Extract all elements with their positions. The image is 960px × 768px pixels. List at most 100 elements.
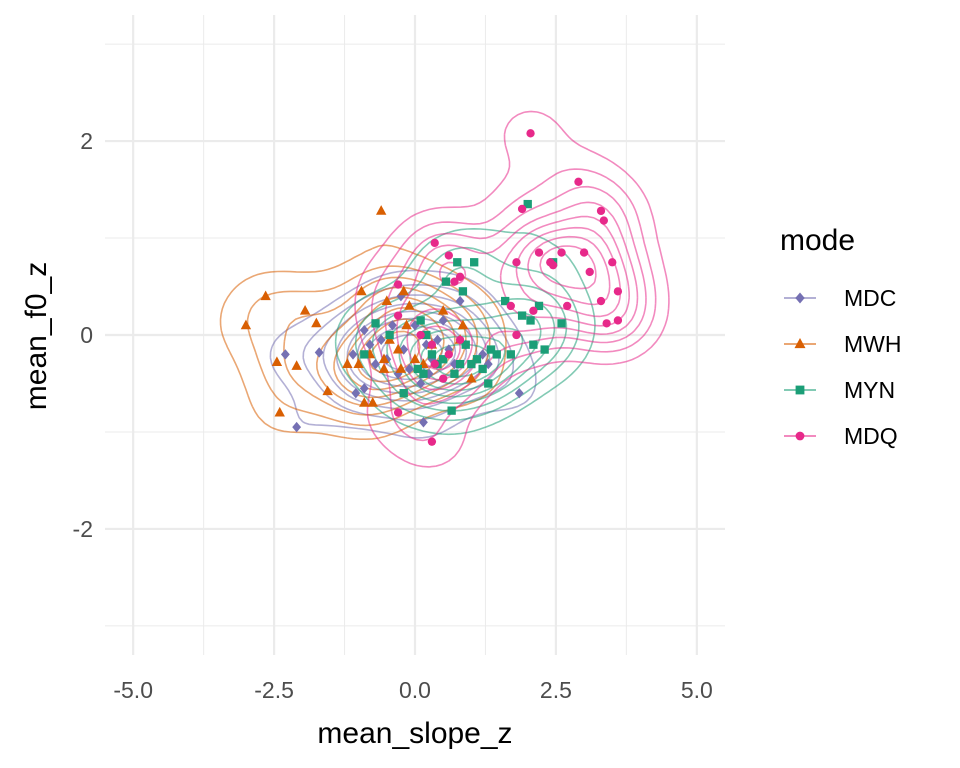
point-mwh — [392, 343, 404, 354]
point-mdc — [376, 334, 386, 346]
point-myn — [441, 277, 451, 286]
point-myn — [486, 345, 496, 354]
point-mdq — [548, 261, 558, 270]
point-mdq — [450, 277, 459, 286]
point-mdq — [512, 258, 521, 267]
point-mdc — [416, 378, 426, 389]
point-mdq — [529, 306, 538, 315]
point-myn — [484, 379, 493, 388]
contour-line — [527, 235, 611, 306]
point-mdq — [517, 204, 527, 214]
contour-line — [283, 276, 479, 416]
y-tick-label: -2 — [73, 516, 93, 542]
point-mdc — [292, 421, 302, 433]
point-mwh — [375, 205, 387, 215]
point-myn — [413, 364, 422, 374]
point-mdq — [613, 316, 623, 325]
point-myn — [399, 389, 408, 398]
point-mwh — [342, 358, 353, 368]
point-mwh — [398, 285, 409, 296]
point-mdq — [444, 350, 453, 359]
point-mwh — [260, 290, 271, 301]
density-contours — [219, 110, 670, 468]
point-mdc — [419, 417, 428, 428]
point-mdc — [348, 349, 358, 360]
point-mwh — [395, 363, 407, 373]
point-myn — [419, 369, 428, 378]
x-tick-label: -2.5 — [254, 677, 294, 703]
point-myn — [540, 345, 549, 354]
point-mwh — [322, 385, 333, 396]
point-mdc — [359, 324, 369, 336]
point-mwh — [457, 319, 469, 330]
legend-item-myn: MYN — [784, 377, 895, 403]
point-mdq — [563, 301, 572, 311]
point-myn — [416, 316, 425, 325]
point-mdq — [427, 437, 437, 446]
point-mwh — [437, 305, 449, 315]
point-mdq — [430, 359, 439, 369]
point-mdq — [534, 248, 544, 257]
point-mdq — [579, 248, 589, 257]
point-mwh — [353, 358, 364, 368]
point-myn — [506, 350, 515, 359]
legend-label: MDC — [844, 285, 896, 311]
point-mdq — [599, 216, 608, 225]
point-mdq — [602, 319, 611, 328]
point-mdq — [585, 267, 594, 277]
point-mdq — [455, 272, 465, 281]
data-points — [240, 129, 623, 446]
point-mdc — [388, 320, 397, 331]
point-mwh — [311, 317, 322, 328]
point-mwh — [381, 295, 393, 305]
point-mdc — [424, 368, 434, 379]
contour-line — [371, 168, 657, 442]
legend-label: MWH — [844, 331, 901, 357]
point-myn — [492, 350, 501, 359]
point-mdq — [427, 340, 437, 349]
point-mdq — [393, 408, 403, 417]
point-mdq — [393, 311, 403, 320]
point-mwh — [401, 319, 412, 330]
point-mdc — [455, 295, 465, 307]
point-myn — [461, 340, 470, 349]
point-myn — [517, 311, 527, 320]
point-mwh — [378, 363, 390, 373]
point-mdq — [393, 280, 403, 289]
point-myn — [501, 296, 510, 306]
point-mwh — [240, 319, 252, 330]
point-mdq — [596, 296, 606, 306]
point-mwh — [291, 360, 302, 370]
point-myn — [439, 355, 448, 364]
point-mwh — [356, 285, 367, 296]
point-mwh — [466, 372, 477, 383]
contour-line — [417, 226, 622, 371]
point-mwh — [367, 397, 378, 407]
point-mdq — [574, 177, 583, 186]
point-mdq — [613, 287, 623, 296]
legend-item-mdq: MDQ — [784, 423, 898, 449]
x-axis-title: mean_slope_z — [317, 717, 512, 750]
y-axis-title: mean_f0_z — [20, 262, 53, 410]
point-mdq — [439, 374, 448, 383]
x-tick-label: 0.0 — [399, 677, 431, 703]
point-myn — [455, 359, 465, 369]
legend-label: MDQ — [844, 423, 898, 449]
point-mdc — [365, 339, 375, 350]
contour-line — [539, 245, 597, 290]
point-mwh — [404, 300, 415, 310]
point-mdq — [512, 330, 521, 340]
point-mwh — [274, 406, 285, 417]
point-myn — [472, 355, 482, 364]
series-myn — [360, 199, 566, 415]
x-tick-label: 2.5 — [540, 677, 572, 703]
point-myn — [450, 369, 459, 378]
point-myn — [526, 316, 535, 325]
point-mdc — [280, 349, 290, 360]
point-mdq — [444, 251, 453, 260]
point-myn — [467, 359, 476, 369]
y-tick-label: 0 — [80, 322, 93, 348]
x-tick-label: -5.0 — [113, 677, 153, 703]
legend-key-marker — [794, 337, 806, 349]
